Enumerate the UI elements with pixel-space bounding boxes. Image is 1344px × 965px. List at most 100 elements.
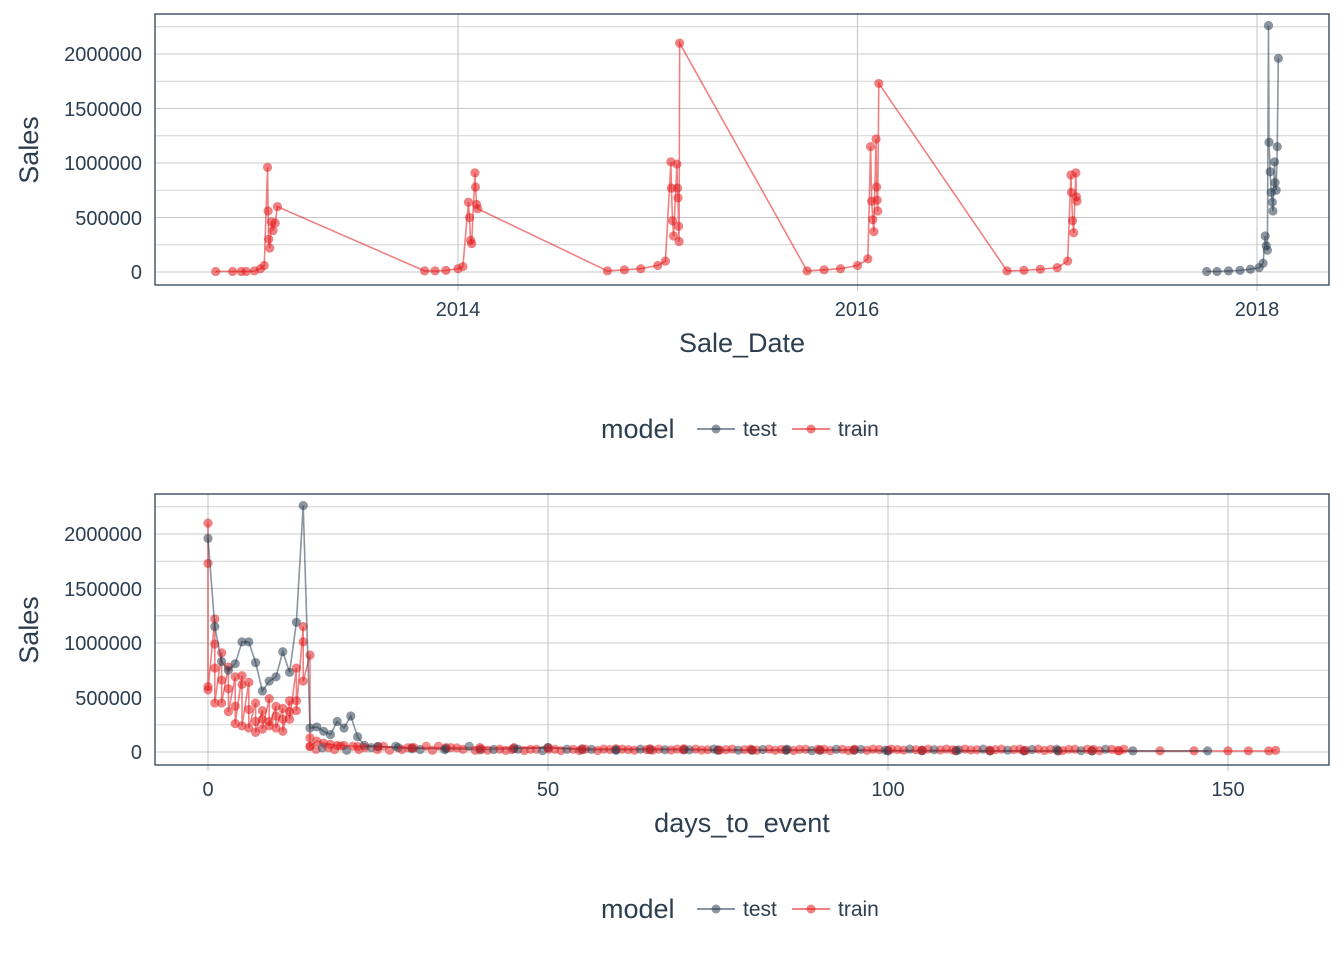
data-point-train [264, 234, 274, 244]
data-point-train [872, 195, 882, 205]
data-point-train [673, 193, 683, 203]
data-point-test [223, 665, 233, 675]
data-point-train [673, 221, 684, 231]
data-point-train [602, 266, 613, 276]
data-point-train [470, 168, 480, 178]
data-point-test [1223, 266, 1234, 276]
y-tick-label: 500000 [75, 208, 142, 230]
panel2-gridlines [155, 494, 1329, 771]
legend-marker-icon [806, 424, 816, 434]
data-point-train [251, 727, 261, 737]
x-tick-label: 50 [537, 779, 559, 801]
data-point-test [271, 672, 281, 682]
data-point-train [675, 38, 685, 48]
x-axis-title: Sale_Date [679, 328, 805, 358]
data-point-test [339, 723, 349, 733]
data-point-train [230, 701, 240, 711]
data-point-train [420, 266, 430, 276]
panel2-y-ticks: 0 500000 1000000 1500000 2000000 [64, 524, 142, 764]
data-point-train [265, 243, 275, 253]
data-point-test [1262, 245, 1272, 255]
data-point-train [298, 622, 308, 632]
data-point-train [868, 215, 878, 225]
x-tick-label: 2018 [1235, 299, 1280, 321]
data-point-train [865, 142, 876, 152]
data-point-test [353, 732, 363, 742]
data-point-train [270, 218, 280, 228]
data-point-train [217, 675, 227, 685]
data-point-test [257, 686, 267, 696]
y-tick-label: 2000000 [64, 524, 142, 546]
data-point-train [1119, 744, 1129, 754]
data-point-train [467, 239, 477, 249]
panel2-frame [154, 493, 1330, 766]
data-point-train [291, 705, 301, 716]
data-point-train [1052, 263, 1062, 273]
data-point-train [619, 265, 629, 275]
panel1-x-ticks: 2014 2016 2018 [436, 299, 1280, 321]
data-point-train [251, 698, 261, 708]
data-point-train [819, 265, 829, 275]
data-point-train [244, 704, 254, 715]
y-tick-label: 500000 [75, 688, 142, 710]
legend: model test train [601, 894, 879, 924]
legend-marker-icon [711, 904, 721, 914]
data-point-train [305, 650, 315, 660]
data-point-train [430, 266, 440, 276]
data-point-train [237, 671, 247, 681]
legend-label-train: train [838, 898, 879, 921]
data-point-test [210, 622, 220, 632]
data-point-test [285, 667, 295, 678]
data-point-test [1271, 185, 1281, 195]
data-point-train [835, 264, 846, 274]
data-point-test [305, 723, 315, 733]
legend-key-train [792, 904, 830, 914]
data-point-train [872, 182, 882, 192]
y-tick-label: 1500000 [64, 99, 142, 121]
panel2-plot-area [203, 501, 1281, 756]
data-point-test [1128, 746, 1138, 756]
legend-marker-icon [806, 904, 816, 914]
data-point-train [636, 264, 646, 274]
data-point-train [244, 677, 254, 687]
data-point-train [1069, 228, 1079, 238]
data-point-train [285, 714, 295, 724]
data-point-train [244, 723, 254, 733]
data-point-train [203, 685, 213, 695]
data-point-train [264, 693, 274, 704]
data-point-test [1212, 266, 1222, 277]
data-point-train [305, 733, 315, 743]
data-point-test [1270, 178, 1280, 188]
data-point-train [463, 197, 473, 207]
y-tick-label: 2000000 [64, 44, 142, 66]
data-point-test [278, 647, 288, 657]
data-point-test [312, 722, 322, 732]
data-point-train [1067, 216, 1078, 226]
series-line-test [207, 505, 1208, 752]
data-point-test [1267, 197, 1277, 207]
data-point-test [251, 658, 261, 668]
data-point-train [473, 204, 483, 214]
data-point-train [873, 206, 883, 216]
data-point-train [257, 705, 267, 716]
data-point-test [1202, 266, 1212, 277]
data-point-test [1264, 137, 1274, 147]
data-point-train [203, 558, 213, 569]
data-point-train [674, 236, 684, 247]
data-point-train [464, 212, 475, 223]
legend-key-test [697, 424, 735, 434]
data-point-test [325, 729, 335, 740]
data-point-train [660, 256, 671, 266]
data-point-train [227, 266, 238, 277]
panel1-y-ticks: 0 500000 1000000 1500000 2000000 [64, 44, 142, 284]
data-point-train [672, 159, 682, 169]
y-tick-label: 1000000 [64, 153, 142, 175]
panel1-frame [154, 13, 1330, 286]
data-point-test [1203, 746, 1213, 756]
data-point-test [1272, 142, 1282, 152]
y-axis-title: Sales [14, 596, 44, 664]
data-point-train [852, 260, 863, 271]
data-point-train [271, 711, 281, 721]
data-point-train [1019, 265, 1029, 275]
